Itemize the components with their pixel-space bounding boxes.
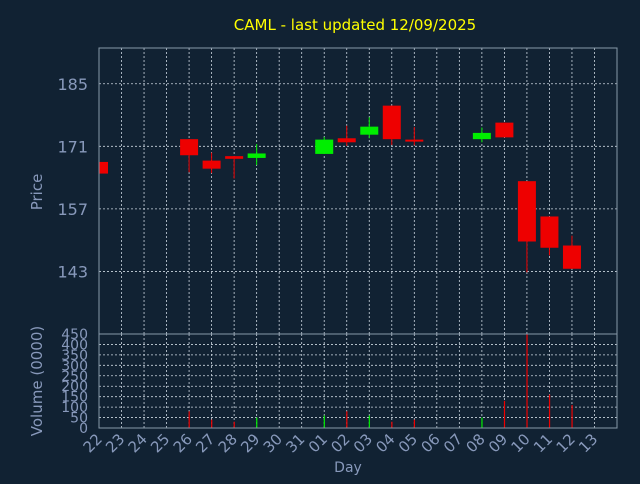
- candle-body: [540, 216, 558, 247]
- candle-body: [180, 139, 198, 155]
- volume-panel-frame: [99, 334, 617, 428]
- volume-bar: [391, 422, 392, 428]
- volume-bar: [414, 420, 415, 428]
- volume-bar: [526, 334, 527, 428]
- price-tick-label: 157: [57, 200, 88, 219]
- candle-body: [315, 140, 333, 154]
- candle-body: [563, 246, 581, 269]
- axis-layer: 1431571711850501001502002503003504004502…: [57, 48, 617, 456]
- candle-body: [99, 162, 108, 174]
- candle-body: [518, 181, 536, 241]
- price-tick-label: 185: [57, 75, 88, 94]
- candle-body: [248, 153, 266, 157]
- candle-body: [360, 127, 378, 135]
- price-axis-label: Price: [28, 174, 46, 211]
- marks-layer: [99, 106, 581, 428]
- volume-axis-label: Volume (0000): [28, 326, 46, 436]
- volume-bar: [571, 405, 572, 428]
- volume-bar: [346, 411, 347, 428]
- day-tick-label: 13: [575, 430, 601, 456]
- volume-bar: [369, 415, 370, 428]
- volume-bar: [504, 401, 505, 428]
- candle-body: [203, 161, 221, 169]
- candle-body: [383, 106, 401, 140]
- candle-body: [495, 123, 513, 138]
- chart-title: CAML - last updated 12/09/2025: [234, 16, 476, 34]
- volume-bar: [211, 420, 212, 428]
- volume-bar: [234, 422, 235, 428]
- price-tick-label: 143: [57, 262, 88, 281]
- volume-bar: [189, 411, 190, 428]
- volume-bar: [256, 418, 257, 428]
- price-tick-label: 171: [57, 137, 88, 156]
- candle-body: [473, 133, 491, 139]
- grid-layer: [99, 48, 617, 428]
- volume-bar: [481, 418, 482, 428]
- volume-bar: [324, 415, 325, 428]
- price-panel-frame: [99, 48, 617, 334]
- candle-body: [338, 138, 356, 142]
- volume-bar: [549, 395, 550, 428]
- volume-tick-label: 450: [61, 327, 88, 343]
- candle-body: [405, 140, 423, 142]
- candle-body: [225, 156, 243, 159]
- day-axis-label: Day: [334, 460, 362, 476]
